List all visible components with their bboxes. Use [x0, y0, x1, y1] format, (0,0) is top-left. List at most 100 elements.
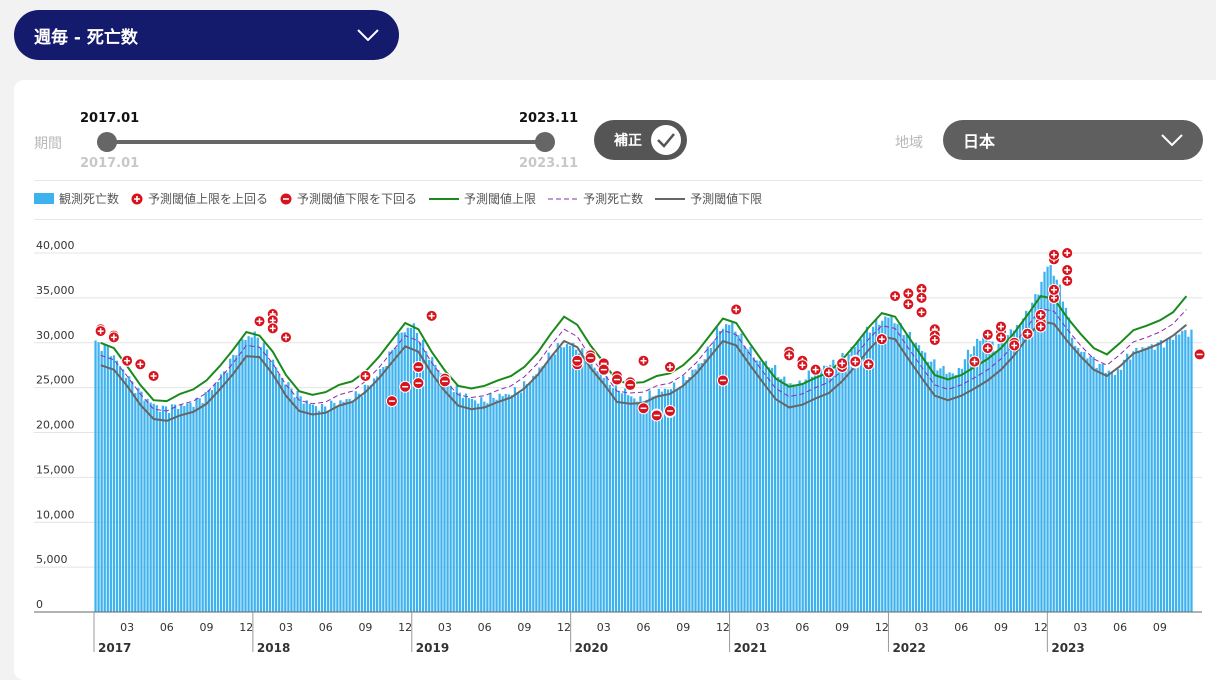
above-threshold-marker [1034, 308, 1047, 321]
observed-bar [899, 323, 902, 612]
observed-bar [483, 401, 486, 612]
y-tick-label: 35,000 [36, 284, 75, 297]
above-threshold-marker [1021, 327, 1034, 340]
observed-bar [161, 405, 165, 612]
observed-bar [287, 382, 290, 612]
observed-bar [477, 403, 480, 612]
observed-bar [731, 322, 734, 612]
observed-bar [259, 347, 262, 612]
observed-bar [360, 396, 363, 612]
observed-bar [357, 393, 360, 612]
below-threshold-marker [650, 409, 663, 422]
observed-bar [856, 340, 859, 612]
observed-bar [425, 351, 428, 612]
above-threshold-marker [147, 369, 160, 382]
observed-bar [440, 373, 443, 612]
observed-bar [669, 389, 673, 612]
observed-bar [819, 369, 823, 612]
observed-bar [247, 336, 250, 612]
observed-bar [1074, 345, 1077, 612]
legend-item-lower[interactable]: 予測閾値下限 [655, 190, 762, 207]
observed-bar [317, 410, 321, 612]
legend-item-upper[interactable]: 予測閾値上限 [429, 190, 536, 207]
month-tick-label: 12 [875, 621, 889, 634]
observed-bar [1168, 337, 1172, 612]
range-end-handle[interactable] [535, 132, 555, 152]
observed-bar [1110, 372, 1114, 612]
observed-bar [740, 333, 743, 612]
observed-bar [614, 381, 618, 612]
check-icon [651, 125, 681, 155]
above-threshold-marker [822, 366, 835, 379]
observed-bar [314, 406, 318, 612]
observed-bar [262, 342, 266, 612]
legend-item-above[interactable]: 予測閾値上限を上回る [131, 190, 268, 207]
period-slider-track[interactable] [107, 140, 545, 144]
observed-bar [473, 400, 477, 612]
range-start-handle[interactable] [97, 132, 117, 152]
observed-bar [1083, 351, 1086, 612]
observed-bar [550, 355, 553, 612]
observed-bar [400, 332, 403, 612]
below-threshold-marker [412, 377, 425, 390]
observed-bar [697, 363, 700, 612]
observed-bar [281, 377, 284, 612]
observed-bar [354, 391, 357, 612]
observed-bar [679, 386, 682, 612]
observed-bar [244, 339, 247, 612]
observed-bar [578, 353, 581, 612]
frequency-dropdown[interactable]: 週毎 - 死亡数 [14, 10, 399, 60]
observed-bar [639, 396, 642, 612]
divider [34, 219, 1202, 220]
observed-bar [988, 341, 991, 612]
observed-bar [253, 331, 256, 612]
observed-bar [320, 403, 324, 612]
observed-bar [293, 397, 296, 612]
observed-bar [960, 368, 964, 612]
observed-bar [112, 355, 116, 612]
observed-bar [1012, 330, 1016, 612]
month-tick-label: 03 [438, 621, 452, 634]
observed-bar [397, 333, 400, 612]
above-threshold-marker [107, 331, 120, 344]
legend-item-observed[interactable]: 観測死亡数 [34, 190, 119, 207]
bar-swatch-icon [34, 193, 54, 204]
observed-bar [94, 340, 97, 612]
region-dropdown[interactable]: 日本 [943, 120, 1203, 160]
above-threshold-marker [995, 320, 1008, 333]
above-threshold-marker [266, 322, 279, 335]
observed-bar [391, 349, 394, 612]
observed-bar [1156, 342, 1159, 612]
above-threshold-marker [1034, 320, 1047, 333]
mortality-chart: 0 5,000 10,000 15,000 20,000 25,000 30,000 35,0… [34, 239, 1206, 655]
observed-bar [688, 377, 691, 612]
legend-item-predicted[interactable]: 予測死亡数 [548, 190, 643, 207]
observed-bar [1107, 370, 1110, 612]
observed-bar [198, 398, 201, 612]
above-threshold-marker [902, 287, 915, 300]
observed-bar [893, 323, 896, 612]
observed-bar [369, 385, 373, 612]
correction-toggle[interactable]: 補正 [594, 120, 687, 160]
observed-bar [134, 393, 137, 612]
observed-bar [376, 376, 379, 612]
observed-bar [703, 359, 706, 612]
observed-bar [930, 361, 933, 612]
observed-bar [265, 349, 269, 612]
observed-bar [890, 315, 893, 612]
observed-bar [250, 337, 253, 612]
month-tick-label: 03 [279, 621, 293, 634]
observed-bar [1187, 336, 1190, 612]
observed-bar [128, 376, 131, 612]
legend-item-below[interactable]: 予測閾値下限を下回る [280, 190, 417, 207]
observed-bar [777, 377, 780, 612]
observed-bar [299, 396, 302, 612]
observed-bar [1104, 372, 1107, 612]
below-threshold-marker [584, 352, 597, 365]
above-threshold-marker [995, 331, 1008, 344]
observed-bar [859, 339, 862, 612]
observed-bar [672, 382, 676, 612]
observed-bar [507, 394, 510, 612]
observed-bar [241, 339, 244, 612]
observed-bar [780, 379, 783, 612]
